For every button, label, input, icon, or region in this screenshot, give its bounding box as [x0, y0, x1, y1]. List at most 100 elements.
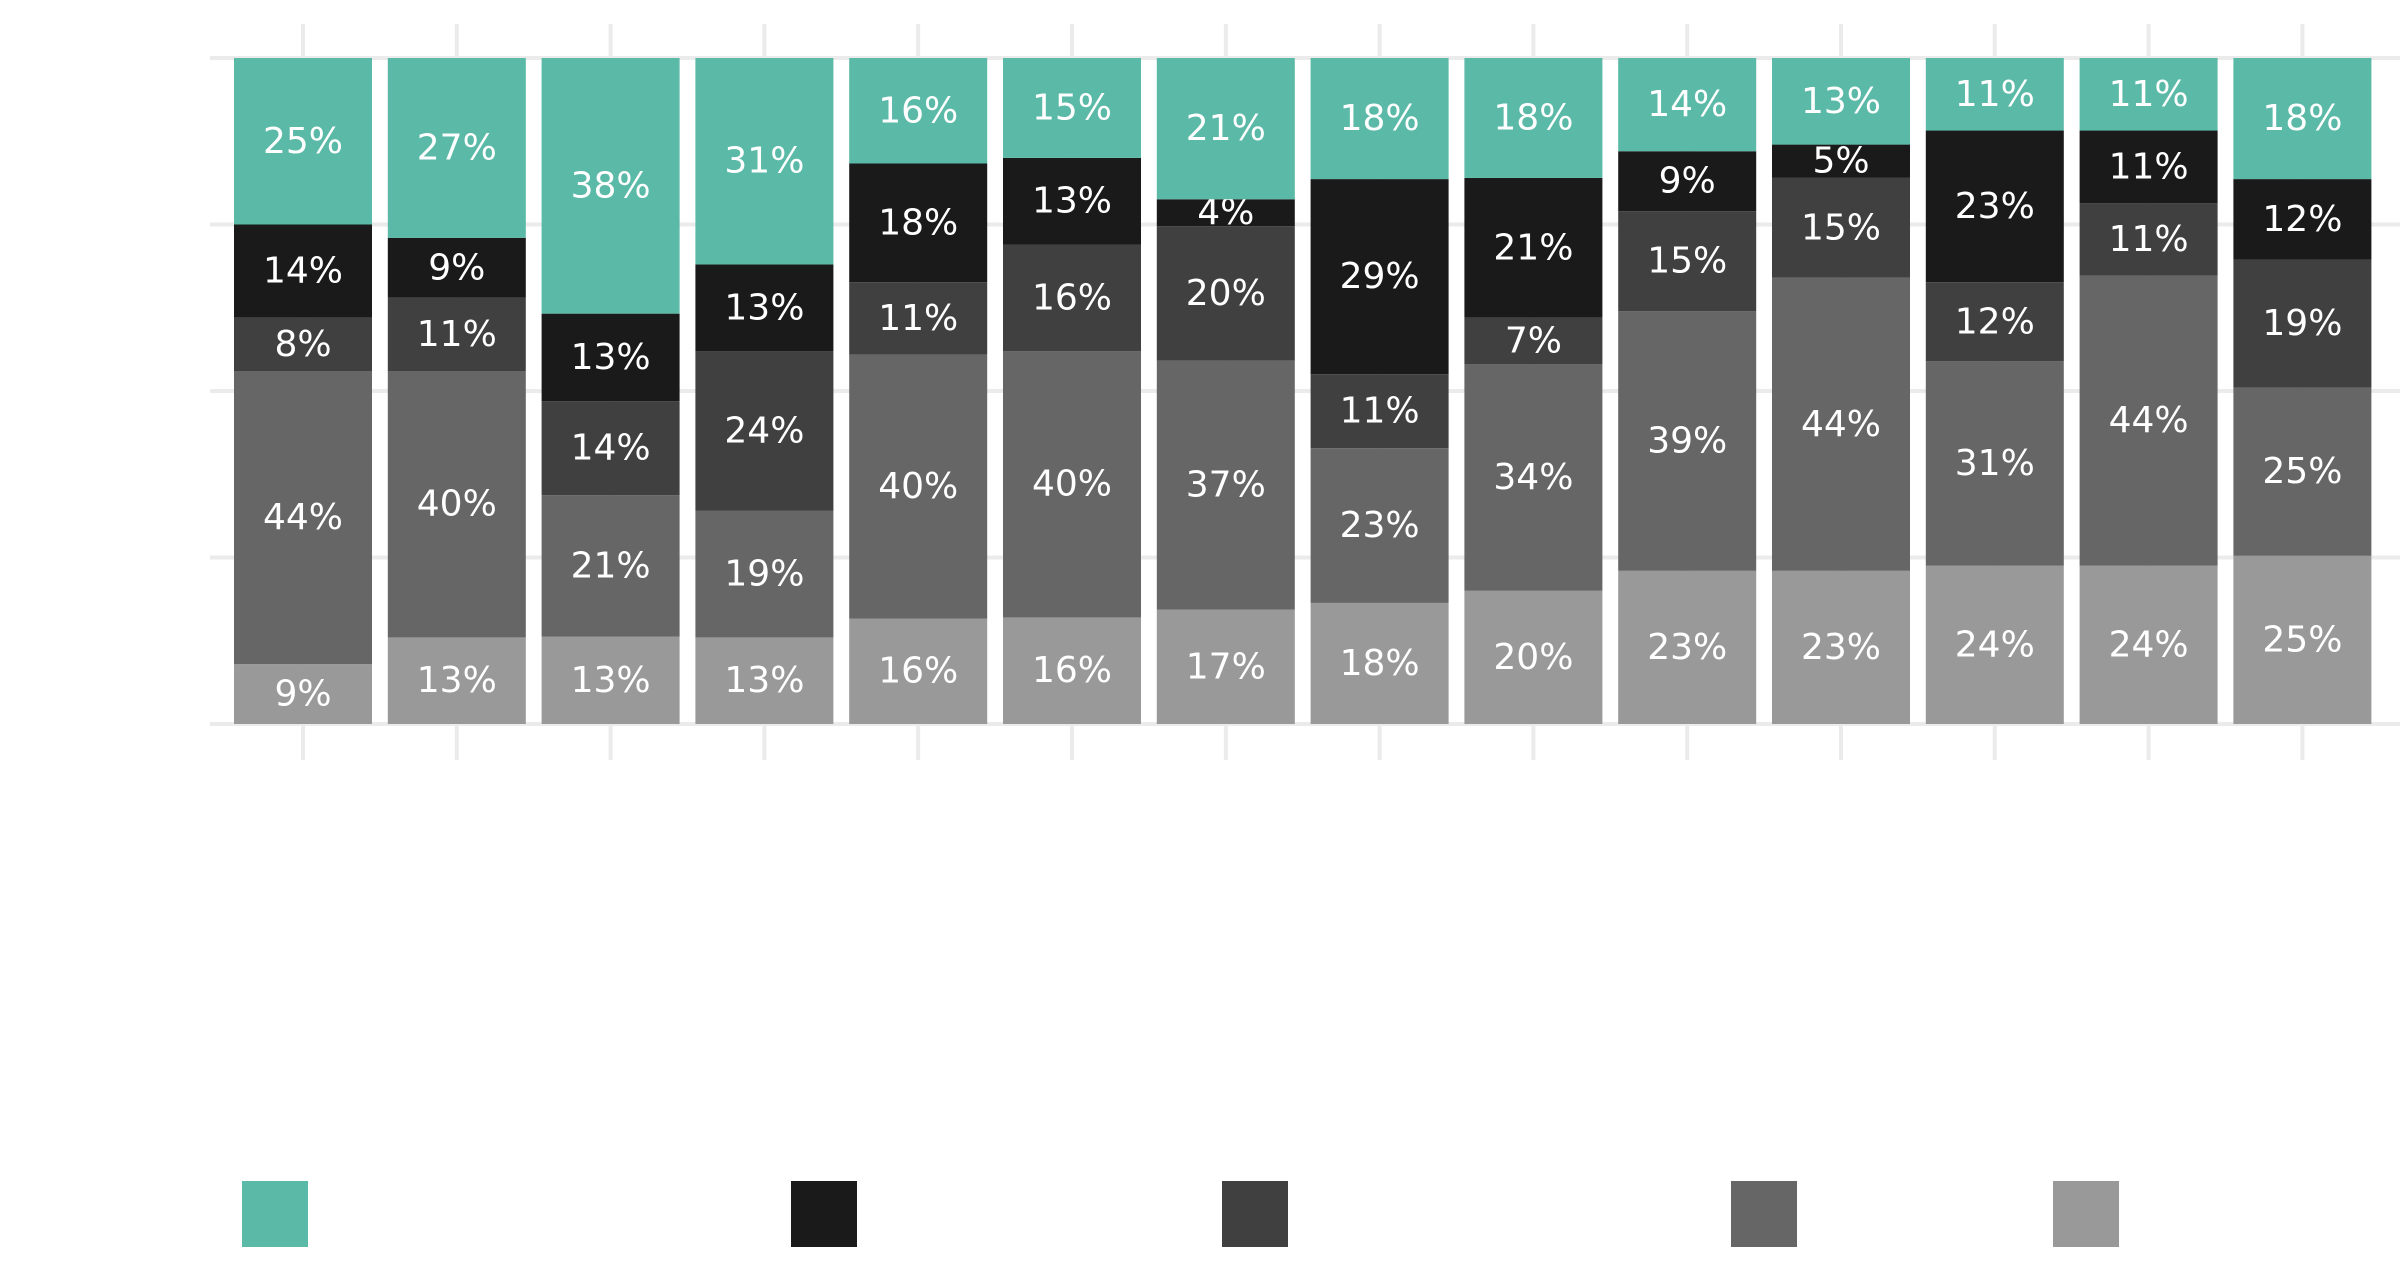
data-label: 20% — [1493, 637, 1573, 678]
bar-segment-3-2 — [387, 297, 526, 372]
bar-segment-1-8 — [1310, 602, 1449, 724]
data-label: 17% — [1186, 646, 1266, 687]
data-label: 24% — [2109, 624, 2189, 665]
data-label: 18% — [878, 202, 958, 243]
data-label: 14% — [571, 428, 651, 469]
bar-segment-4-7 — [1156, 199, 1295, 227]
data-label: 11% — [1340, 391, 1420, 432]
bar-segment-1-4 — [695, 637, 834, 724]
bar-segment-1-9 — [1464, 590, 1603, 724]
legend-key-4 — [1731, 1181, 1797, 1247]
data-label: 21% — [1493, 227, 1573, 268]
data-label: 25% — [2262, 451, 2342, 492]
data-label: 19% — [724, 554, 804, 595]
data-label: 15% — [1647, 241, 1727, 282]
data-label: 5% — [1812, 141, 1869, 182]
legend — [242, 1181, 2119, 1247]
data-label: 34% — [1493, 457, 1573, 498]
data-label: 29% — [1340, 256, 1420, 297]
legend-key-3 — [1222, 1181, 1288, 1247]
data-label: 8% — [274, 324, 331, 365]
gridlines — [210, 24, 2400, 760]
bar-segment-5-8 — [1310, 58, 1449, 180]
bars: 9% 44% 8% 14% 25% 13% 40% 11% 9% 27% 13% 21% 14% 13% 3… — [234, 58, 2372, 724]
data-label: 18% — [2262, 98, 2342, 139]
data-label: 14% — [263, 251, 343, 292]
data-label: 13% — [1032, 181, 1112, 222]
bar-segment-4-10 — [1618, 151, 1757, 212]
legend-key-2 — [791, 1181, 857, 1247]
data-label: 12% — [2262, 199, 2342, 240]
bar-segment-2-3 — [541, 495, 680, 637]
data-label: 9% — [1659, 161, 1716, 202]
data-label: 16% — [1032, 650, 1112, 691]
bar-segment-4-4 — [695, 264, 834, 352]
data-label: 38% — [571, 165, 651, 206]
data-label: 27% — [417, 127, 497, 168]
data-label: 16% — [878, 651, 958, 692]
bar-segment-5-11 — [1772, 58, 1910, 145]
bar-segment-1-5 — [849, 618, 988, 724]
bar-segment-5-7 — [1156, 58, 1295, 200]
bar-segment-3-4 — [695, 351, 834, 511]
bar-segment-1-10 — [1618, 570, 1757, 724]
data-label: 37% — [1186, 465, 1266, 506]
data-label: 16% — [1032, 277, 1112, 318]
bar-segment-3-12 — [1925, 282, 2064, 362]
bar-segment-3-13 — [2079, 203, 2218, 276]
bar-segment-4-2 — [387, 237, 526, 298]
bar-segment-1-1 — [234, 664, 372, 724]
bar-segment-5-2 — [387, 58, 526, 238]
data-label: 15% — [1801, 207, 1881, 248]
data-label: 9% — [274, 674, 331, 715]
bar-segment-4-14 — [2233, 179, 2372, 260]
bar-segment-3-11 — [1772, 177, 1910, 278]
data-label: 13% — [724, 287, 804, 328]
data-label: 18% — [1493, 97, 1573, 138]
bar-segment-2-8 — [1310, 448, 1449, 603]
legend-key-5 — [2053, 1181, 2119, 1247]
bar-segment-3-7 — [1156, 226, 1295, 361]
bar-segment-4-1 — [234, 224, 372, 318]
bar-segment-5-4 — [695, 58, 834, 265]
bar-segment-1-6 — [1003, 617, 1141, 724]
data-label: 24% — [1955, 624, 2035, 665]
bar-segment-2-7 — [1156, 360, 1295, 610]
data-label: 11% — [2109, 219, 2189, 260]
bar-segment-1-14 — [2233, 555, 2372, 724]
data-label: 40% — [417, 484, 497, 525]
bar-segment-4-12 — [1925, 130, 2064, 283]
bar-segment-2-5 — [849, 354, 988, 619]
data-label: 9% — [428, 247, 485, 288]
data-label: 12% — [1955, 301, 2035, 342]
bar-segment-1-13 — [2079, 565, 2218, 724]
bar-segment-1-3 — [541, 636, 680, 724]
data-label: 44% — [2109, 400, 2189, 441]
bar-segment-4-8 — [1310, 179, 1449, 375]
bar-segment-5-14 — [2233, 58, 2372, 180]
bar-segment-4-13 — [2079, 130, 2218, 204]
data-label: 15% — [1032, 87, 1112, 128]
bar-segment-1-7 — [1156, 609, 1295, 724]
bar-segment-5-12 — [1925, 58, 2064, 131]
data-label: 25% — [2262, 619, 2342, 660]
data-label: 21% — [1186, 108, 1266, 149]
bar-segment-3-1 — [234, 317, 372, 372]
data-label: 11% — [1955, 74, 2035, 115]
bar-segment-5-10 — [1618, 58, 1757, 152]
bar-segment-3-6 — [1003, 244, 1141, 352]
data-label: 31% — [724, 141, 804, 182]
data-label: 20% — [1186, 273, 1266, 314]
data-label: 25% — [263, 121, 343, 162]
bar-segment-4-6 — [1003, 157, 1141, 245]
data-label: 11% — [2109, 74, 2189, 115]
bar-segment-3-14 — [2233, 259, 2372, 388]
bar-segment-2-12 — [1925, 361, 2064, 566]
bar-segment-5-13 — [2079, 58, 2218, 131]
bar-segment-1-12 — [1925, 565, 2064, 724]
bar-segment-4-3 — [541, 313, 680, 402]
data-label: 44% — [1801, 404, 1881, 445]
bar-segment-2-10 — [1618, 311, 1757, 571]
bar-segment-5-6 — [1003, 58, 1141, 158]
